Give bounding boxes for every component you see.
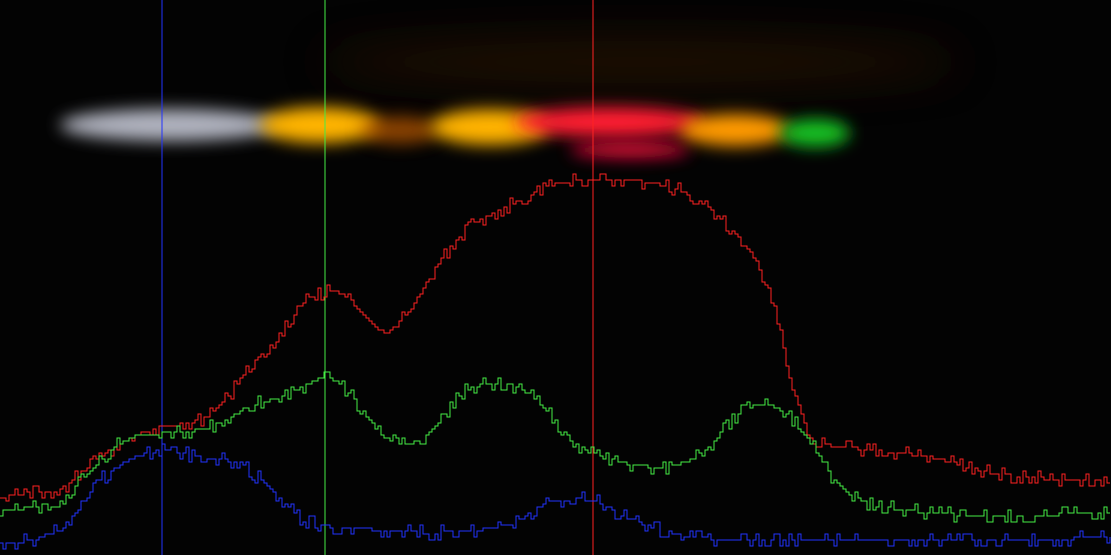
series-line-2 [0,371,1110,523]
series-line-3 [0,443,1111,550]
series-line-1 [0,173,1110,502]
channel-traces [0,173,1111,550]
channel-markers [161,0,594,555]
spectrum-band-image [60,40,960,158]
